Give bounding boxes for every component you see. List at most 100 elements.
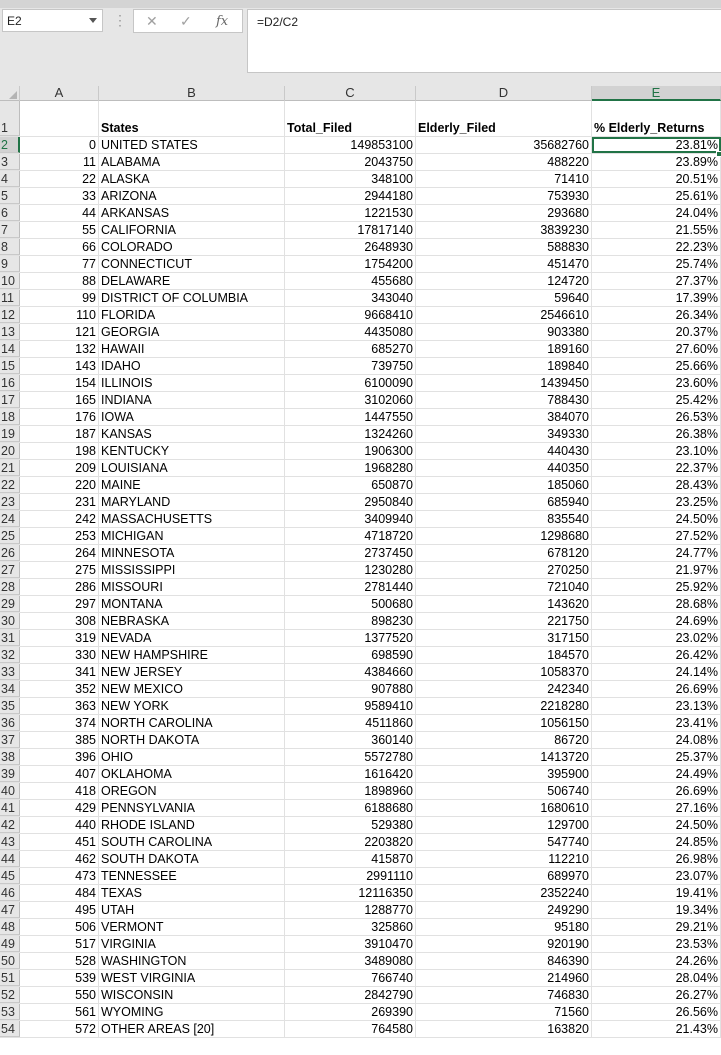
row-header[interactable]: 38 bbox=[0, 749, 20, 765]
cell-state[interactable]: NEVADA bbox=[99, 630, 285, 646]
cell-state[interactable]: INDIANA bbox=[99, 392, 285, 408]
cell-elderly-percent[interactable]: 19.34% bbox=[592, 902, 721, 918]
selected-cell[interactable]: 23.81% bbox=[592, 137, 721, 153]
cell-total-filed[interactable]: 1754200 bbox=[285, 256, 416, 272]
cell-index[interactable]: 231 bbox=[20, 494, 99, 510]
cell-elderly-percent[interactable]: 17.39% bbox=[592, 290, 721, 306]
cell-state[interactable]: MISSISSIPPI bbox=[99, 562, 285, 578]
cell-elderly-filed[interactable]: 835540 bbox=[416, 511, 592, 527]
cell-elderly-filed[interactable]: 189840 bbox=[416, 358, 592, 374]
cell-elderly-filed[interactable]: 184570 bbox=[416, 647, 592, 663]
row-header[interactable]: 7 bbox=[0, 222, 20, 238]
cell-elderly-filed[interactable]: 846390 bbox=[416, 953, 592, 969]
cell-total-filed[interactable]: 4384660 bbox=[285, 664, 416, 680]
cell-state[interactable]: SOUTH CAROLINA bbox=[99, 834, 285, 850]
row-header[interactable]: 18 bbox=[0, 409, 20, 425]
cell-state[interactable]: KENTUCKY bbox=[99, 443, 285, 459]
row-header[interactable]: 12 bbox=[0, 307, 20, 323]
cell-state[interactable]: NEW YORK bbox=[99, 698, 285, 714]
cell-elderly-percent[interactable]: 24.26% bbox=[592, 953, 721, 969]
cell-elderly-percent[interactable]: 20.51% bbox=[592, 171, 721, 187]
cell-a-header[interactable] bbox=[20, 101, 99, 136]
cell-state[interactable]: MASSACHUSETTS bbox=[99, 511, 285, 527]
cell-index[interactable]: 11 bbox=[20, 154, 99, 170]
cell-index[interactable]: 143 bbox=[20, 358, 99, 374]
cell-total-filed[interactable]: 9668410 bbox=[285, 307, 416, 323]
cell-index[interactable]: 55 bbox=[20, 222, 99, 238]
cell-state[interactable]: OKLAHOMA bbox=[99, 766, 285, 782]
cell-state[interactable]: DELAWARE bbox=[99, 273, 285, 289]
row-header[interactable]: 8 bbox=[0, 239, 20, 255]
row-header[interactable]: 2 bbox=[0, 137, 20, 153]
cell-index[interactable]: 242 bbox=[20, 511, 99, 527]
cell-state[interactable]: NEBRASKA bbox=[99, 613, 285, 629]
cell-state[interactable]: GEORGIA bbox=[99, 324, 285, 340]
cell-index[interactable]: 462 bbox=[20, 851, 99, 867]
cell-state[interactable]: OHIO bbox=[99, 749, 285, 765]
row-header[interactable]: 4 bbox=[0, 171, 20, 187]
row-header[interactable]: 40 bbox=[0, 783, 20, 799]
cell-total-filed[interactable]: 898230 bbox=[285, 613, 416, 629]
row-header[interactable]: 49 bbox=[0, 936, 20, 952]
cell-state[interactable]: ALABAMA bbox=[99, 154, 285, 170]
row-header[interactable]: 51 bbox=[0, 970, 20, 986]
cell-elderly-percent[interactable]: 24.08% bbox=[592, 732, 721, 748]
cell-elderly-filed[interactable]: 547740 bbox=[416, 834, 592, 850]
cell-total-filed[interactable]: 1616420 bbox=[285, 766, 416, 782]
cell-elderly-percent[interactable]: 27.60% bbox=[592, 341, 721, 357]
cell-elderly-filed[interactable]: 395900 bbox=[416, 766, 592, 782]
cell-state[interactable]: CALIFORNIA bbox=[99, 222, 285, 238]
row-header[interactable]: 23 bbox=[0, 494, 20, 510]
cell-total-filed[interactable]: 4511860 bbox=[285, 715, 416, 731]
cell-elderly-filed[interactable]: 185060 bbox=[416, 477, 592, 493]
cell-total-filed[interactable]: 1968280 bbox=[285, 460, 416, 476]
cell-elderly-filed[interactable]: 129700 bbox=[416, 817, 592, 833]
column-title-states[interactable]: States bbox=[99, 101, 285, 136]
row-header[interactable]: 27 bbox=[0, 562, 20, 578]
cell-elderly-filed[interactable]: 71560 bbox=[416, 1004, 592, 1020]
more-options-icon[interactable]: ⋮ bbox=[113, 12, 127, 28]
row-header[interactable]: 48 bbox=[0, 919, 20, 935]
cell-index[interactable]: 0 bbox=[20, 137, 99, 153]
cell-total-filed[interactable]: 415870 bbox=[285, 851, 416, 867]
cell-total-filed[interactable]: 1906300 bbox=[285, 443, 416, 459]
cell-elderly-percent[interactable]: 24.85% bbox=[592, 834, 721, 850]
cell-total-filed[interactable]: 3102060 bbox=[285, 392, 416, 408]
cell-elderly-percent[interactable]: 24.50% bbox=[592, 817, 721, 833]
row-header[interactable]: 54 bbox=[0, 1021, 20, 1037]
cell-total-filed[interactable]: 269390 bbox=[285, 1004, 416, 1020]
row-header[interactable]: 39 bbox=[0, 766, 20, 782]
cell-elderly-percent[interactable]: 23.60% bbox=[592, 375, 721, 391]
cell-index[interactable]: 209 bbox=[20, 460, 99, 476]
cell-index[interactable]: 132 bbox=[20, 341, 99, 357]
cell-total-filed[interactable]: 1230280 bbox=[285, 562, 416, 578]
cell-total-filed[interactable]: 360140 bbox=[285, 732, 416, 748]
cell-state[interactable]: RHODE ISLAND bbox=[99, 817, 285, 833]
cell-elderly-percent[interactable]: 25.42% bbox=[592, 392, 721, 408]
cell-total-filed[interactable]: 4435080 bbox=[285, 324, 416, 340]
cell-elderly-percent[interactable]: 24.04% bbox=[592, 205, 721, 221]
column-header-e[interactable]: E bbox=[592, 86, 721, 101]
row-header[interactable]: 13 bbox=[0, 324, 20, 340]
cell-state[interactable]: KANSAS bbox=[99, 426, 285, 442]
row-header[interactable]: 16 bbox=[0, 375, 20, 391]
column-header-c[interactable]: C bbox=[285, 86, 416, 101]
cell-index[interactable]: 561 bbox=[20, 1004, 99, 1020]
row-header[interactable]: 44 bbox=[0, 851, 20, 867]
cell-total-filed[interactable]: 698590 bbox=[285, 647, 416, 663]
cell-total-filed[interactable]: 1324260 bbox=[285, 426, 416, 442]
cell-total-filed[interactable]: 764580 bbox=[285, 1021, 416, 1037]
cell-state[interactable]: NEW JERSEY bbox=[99, 664, 285, 680]
cell-elderly-filed[interactable]: 440430 bbox=[416, 443, 592, 459]
cell-elderly-filed[interactable]: 3839230 bbox=[416, 222, 592, 238]
row-header[interactable]: 6 bbox=[0, 205, 20, 221]
cell-state[interactable]: WYOMING bbox=[99, 1004, 285, 1020]
cell-state[interactable]: MONTANA bbox=[99, 596, 285, 612]
cell-elderly-percent[interactable]: 23.13% bbox=[592, 698, 721, 714]
cell-total-filed[interactable]: 500680 bbox=[285, 596, 416, 612]
cell-state[interactable]: VIRGINIA bbox=[99, 936, 285, 952]
cell-elderly-percent[interactable]: 27.37% bbox=[592, 273, 721, 289]
cell-index[interactable]: 220 bbox=[20, 477, 99, 493]
cell-index[interactable]: 396 bbox=[20, 749, 99, 765]
cell-elderly-filed[interactable]: 920190 bbox=[416, 936, 592, 952]
